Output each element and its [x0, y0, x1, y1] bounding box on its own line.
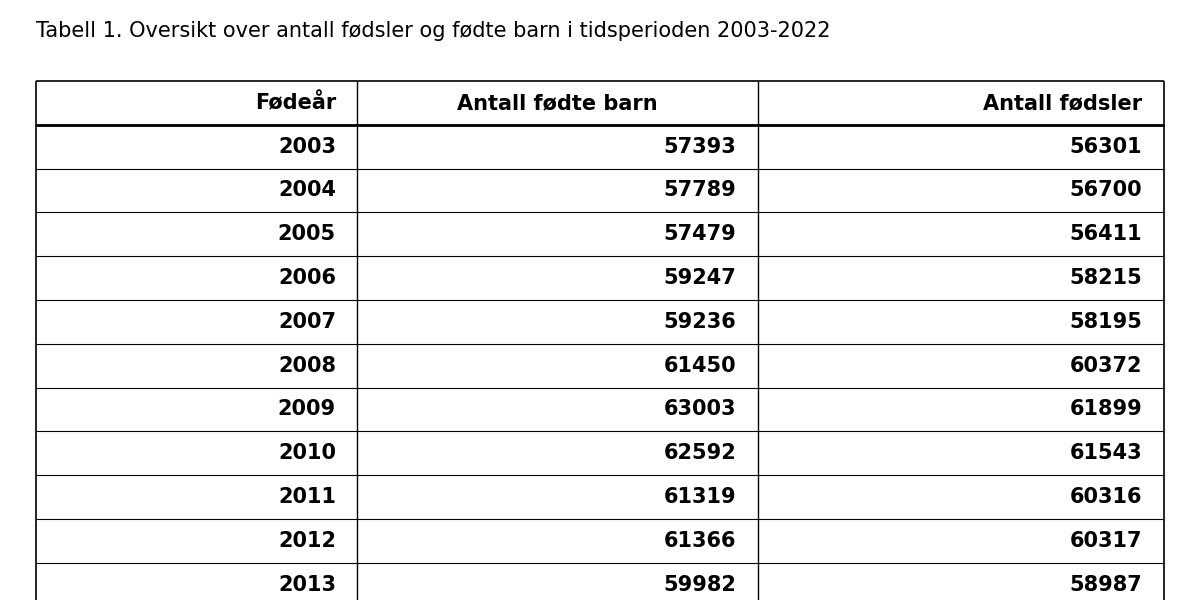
- Text: Fødeår: Fødeår: [254, 92, 336, 113]
- Text: 58195: 58195: [1069, 312, 1142, 332]
- Text: 2012: 2012: [278, 531, 336, 551]
- Text: Tabell 1. Oversikt over antall fødsler og fødte barn i tidsperioden 2003-2022: Tabell 1. Oversikt over antall fødsler o…: [36, 21, 830, 41]
- Text: 61319: 61319: [664, 487, 737, 507]
- Text: 60372: 60372: [1070, 356, 1142, 376]
- Text: 61366: 61366: [664, 531, 737, 551]
- Text: 57479: 57479: [664, 224, 737, 244]
- Text: 2006: 2006: [278, 268, 336, 288]
- Text: 61543: 61543: [1069, 443, 1142, 463]
- Text: 61899: 61899: [1069, 400, 1142, 419]
- Text: 2009: 2009: [277, 400, 336, 419]
- Text: 62592: 62592: [664, 443, 737, 463]
- Text: 59982: 59982: [664, 575, 737, 595]
- Text: 60317: 60317: [1070, 531, 1142, 551]
- Text: Antall fødte barn: Antall fødte barn: [457, 93, 658, 113]
- Text: 59247: 59247: [664, 268, 737, 288]
- Text: 2005: 2005: [277, 224, 336, 244]
- Text: 57393: 57393: [664, 137, 737, 157]
- Text: 57789: 57789: [664, 181, 737, 200]
- Text: 63003: 63003: [664, 400, 737, 419]
- Text: 61450: 61450: [664, 356, 737, 376]
- Text: 56700: 56700: [1069, 181, 1142, 200]
- Text: 58215: 58215: [1069, 268, 1142, 288]
- Text: 2013: 2013: [278, 575, 336, 595]
- Text: 56411: 56411: [1069, 224, 1142, 244]
- Text: 2008: 2008: [278, 356, 336, 376]
- Text: 60316: 60316: [1070, 487, 1142, 507]
- Text: 59236: 59236: [664, 312, 737, 332]
- Text: 2010: 2010: [278, 443, 336, 463]
- Text: 56301: 56301: [1069, 137, 1142, 157]
- Text: 2003: 2003: [278, 137, 336, 157]
- Text: 2007: 2007: [278, 312, 336, 332]
- Text: 2004: 2004: [278, 181, 336, 200]
- Text: 58987: 58987: [1069, 575, 1142, 595]
- Text: Antall fødsler: Antall fødsler: [983, 93, 1142, 113]
- Text: 2011: 2011: [278, 487, 336, 507]
